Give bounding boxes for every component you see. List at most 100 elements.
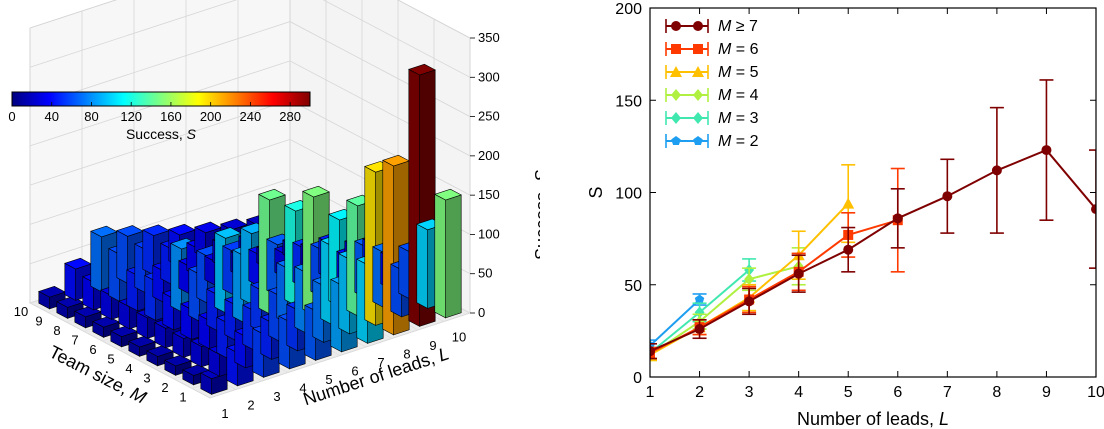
m-tick-label: 3 <box>143 370 150 385</box>
x-tick-label: 7 <box>943 384 952 401</box>
data-point <box>694 306 705 319</box>
legend-marker <box>671 112 681 124</box>
m-tick-label: 6 <box>89 342 96 357</box>
bars <box>38 63 462 395</box>
data-point <box>650 346 655 357</box>
data-point <box>942 191 953 202</box>
data-point <box>744 296 755 307</box>
bar-top <box>168 223 196 236</box>
series-line <box>650 298 701 347</box>
l-tick-label: 6 <box>351 363 358 378</box>
z-tick-label: 250 <box>478 109 500 124</box>
legend-marker <box>671 136 681 145</box>
bar-top <box>302 185 330 198</box>
z-tick-label: 350 <box>478 30 500 45</box>
y-tick-label: 150 <box>615 93 642 110</box>
legend-entry: M = 5 <box>718 64 759 81</box>
legend-entry: M ≥ 7 <box>718 18 758 35</box>
m-tick-label: 8 <box>53 323 60 338</box>
bar-top <box>64 257 92 270</box>
wall-gridline <box>29 0 471 78</box>
colorbar-tick-label: 80 <box>84 109 98 124</box>
m-tick-label: 10 <box>14 304 28 319</box>
z-tick-label: 150 <box>478 187 500 202</box>
bar-face <box>64 262 76 301</box>
bar-top <box>90 225 118 238</box>
bar3d-chart: 1234567891012345678910050100150200250300… <box>8 0 540 421</box>
y-axis-label: S <box>586 186 606 198</box>
z-tick-label: 200 <box>478 148 500 163</box>
bar-top <box>142 224 170 236</box>
l-tick-label: 3 <box>273 389 280 404</box>
x-tick-label: 3 <box>745 384 754 401</box>
bar-face <box>434 193 446 319</box>
legend-marker <box>671 44 681 54</box>
series-line <box>650 219 899 354</box>
legend-marker <box>692 66 704 77</box>
x-tick-label: 9 <box>1042 384 1051 401</box>
plot-frame <box>649 7 1097 378</box>
data-point <box>843 244 854 255</box>
wall-gridline <box>29 0 471 39</box>
m-tick-label: 7 <box>71 332 78 347</box>
legend-marker <box>670 66 682 77</box>
colorbar-tick-label: 160 <box>160 109 182 124</box>
colorbar: 0 40 80 120 160 200 240 280 Success, S <box>8 91 311 142</box>
legend-entry: M = 4 <box>718 87 759 104</box>
colorbar-tick-label: 120 <box>120 109 142 124</box>
bar-top <box>382 154 410 167</box>
legend-entry: M = 3 <box>718 110 759 127</box>
legend-marker <box>693 112 703 124</box>
x-tick-label: 6 <box>893 384 902 401</box>
colorbar-tick-label: 200 <box>200 109 222 124</box>
z-tick-label: 300 <box>478 69 500 84</box>
legend-entry: M = 2 <box>718 133 759 150</box>
legend-marker <box>693 89 703 101</box>
legend-marker <box>693 44 703 54</box>
bar-1-10 <box>434 188 462 319</box>
data-point <box>744 273 755 286</box>
m-tick-label: 5 <box>107 351 114 366</box>
z-axis-label: Success, S <box>532 170 540 260</box>
x-tick-label: 5 <box>844 384 853 401</box>
legend: M ≥ 7 M = 6 M = 5 M = 4 M = 3 M = 2 <box>665 18 759 150</box>
colorbar-tick-label: 40 <box>44 109 58 124</box>
x-tick-label: 2 <box>695 384 704 401</box>
data-point <box>694 324 705 335</box>
colorbar-tick-label: 240 <box>240 109 262 124</box>
series-line <box>650 148 1096 353</box>
l-tick-label: 5 <box>325 372 332 387</box>
bar-top <box>408 63 436 76</box>
x-tick-label: 10 <box>1087 384 1104 401</box>
l-tick-label: 9 <box>429 338 436 353</box>
colorbar-tick-label: 280 <box>279 109 301 124</box>
bar-top <box>434 188 462 201</box>
m-tick-label: 9 <box>35 313 42 328</box>
bar-face <box>90 230 102 293</box>
l-tick-label: 1 <box>221 406 228 421</box>
y-tick-label: 100 <box>615 186 642 203</box>
bar-10-1 <box>38 285 66 310</box>
x-tick-label: 1 <box>646 384 655 401</box>
series-1 <box>650 167 905 360</box>
bar-face <box>445 194 462 319</box>
series-layer <box>650 79 1096 362</box>
data-point <box>793 268 804 279</box>
m-tick-label: 1 <box>179 389 186 404</box>
legend-marker <box>671 21 681 31</box>
y-tick-label: 50 <box>624 278 642 295</box>
data-point <box>842 197 855 209</box>
data-point <box>892 213 903 224</box>
m-tick-label: 2 <box>161 380 168 395</box>
data-point <box>1091 204 1096 215</box>
y-tick-label: 0 <box>633 370 642 387</box>
bar-top <box>258 188 286 201</box>
colorbar-label: Success, S <box>126 126 197 142</box>
legend-marker <box>693 21 703 31</box>
bar-top <box>214 227 242 239</box>
data-point <box>1041 145 1052 156</box>
bar-face <box>116 230 128 284</box>
